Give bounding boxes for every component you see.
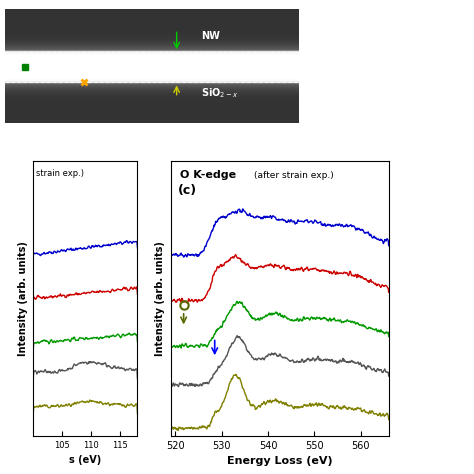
Text: strain exp.): strain exp.): [36, 169, 84, 178]
Y-axis label: Intensity (arb. units): Intensity (arb. units): [155, 241, 165, 356]
X-axis label: s (eV): s (eV): [69, 456, 101, 465]
Y-axis label: Intensity (arb. units): Intensity (arb. units): [18, 241, 27, 356]
Text: NW: NW: [201, 31, 220, 41]
Text: O K-edge: O K-edge: [180, 170, 236, 180]
Text: SiO$_{2-x}$: SiO$_{2-x}$: [201, 86, 239, 100]
Text: (c): (c): [178, 184, 197, 197]
Text: (after strain exp.): (after strain exp.): [254, 171, 334, 180]
X-axis label: Energy Loss (eV): Energy Loss (eV): [227, 456, 332, 466]
